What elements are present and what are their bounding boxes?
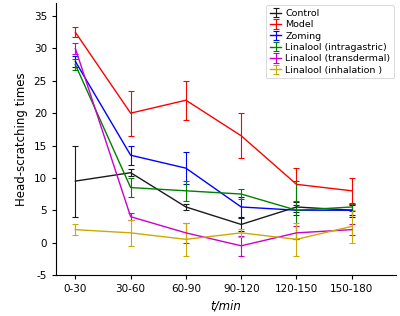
X-axis label: t/min: t/min [210,300,242,313]
Y-axis label: Head-scratching times: Head-scratching times [15,72,28,206]
Legend: Control, Model, Zoming, Linalool (intragastric), Linalool (transdermal), Linaloo: Control, Model, Zoming, Linalool (intrag… [266,5,394,78]
